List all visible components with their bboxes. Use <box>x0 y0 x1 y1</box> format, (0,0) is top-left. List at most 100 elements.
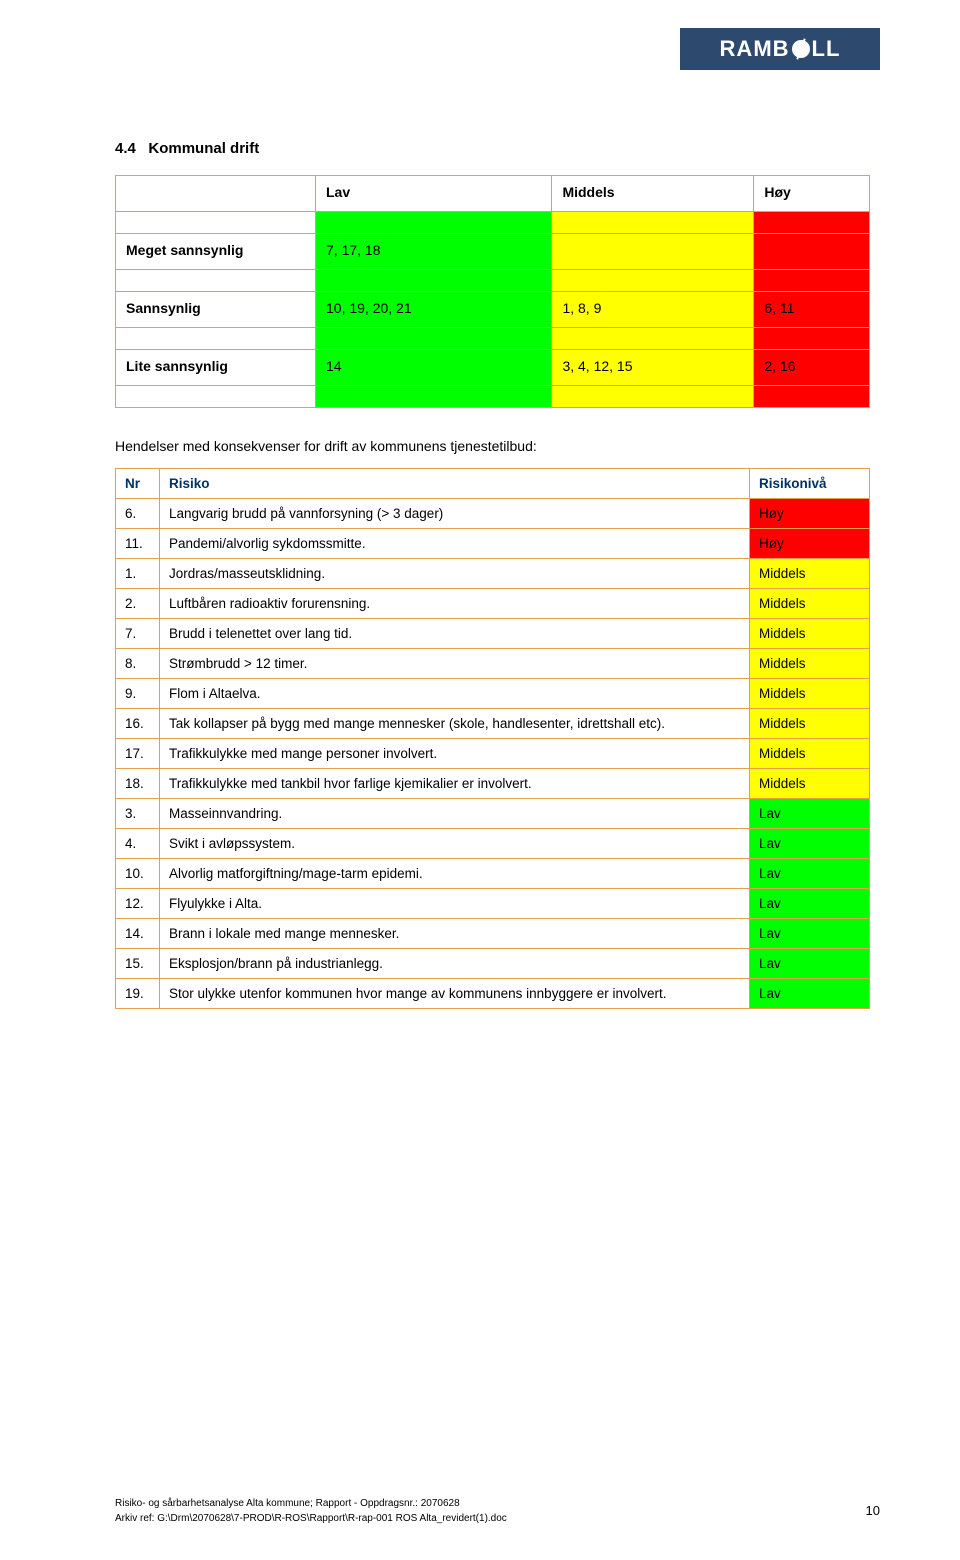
matrix-cell: 1, 8, 9 <box>552 292 754 328</box>
matrix-cell: 14 <box>316 350 552 386</box>
matrix-cell: 3, 4, 12, 15 <box>552 350 754 386</box>
intro-text: Hendelser med konsekvenser for drift av … <box>115 438 870 454</box>
risk-row: 12.Flyulykke i Alta.Lav <box>116 889 870 919</box>
matrix-cell: 10, 19, 20, 21 <box>316 292 552 328</box>
matrix-cell <box>552 234 754 270</box>
risk-desc: Strømbrudd > 12 timer. <box>160 649 750 679</box>
risk-level: Lav <box>750 979 870 1009</box>
risk-desc: Alvorlig matforgiftning/mage-tarm epidem… <box>160 859 750 889</box>
logo-text-post: LL <box>812 36 841 62</box>
risk-level: Middels <box>750 649 870 679</box>
matrix-color-lav <box>316 212 552 234</box>
matrix-spacer-row <box>116 386 870 408</box>
risk-row: 6.Langvarig brudd på vannforsyning (> 3 … <box>116 499 870 529</box>
footer-line-1: Risiko- og sårbarhetsanalyse Alta kommun… <box>115 1498 880 1509</box>
risk-desc: Brann i lokale med mange mennesker. <box>160 919 750 949</box>
risk-level: Lav <box>750 799 870 829</box>
matrix-row-label: Meget sannsynlig <box>116 234 316 270</box>
page-footer: Risiko- og sårbarhetsanalyse Alta kommun… <box>115 1498 880 1524</box>
risk-nr: 18. <box>116 769 160 799</box>
risk-level: Middels <box>750 619 870 649</box>
risk-row: 3.Masseinnvandring.Lav <box>116 799 870 829</box>
matrix-row-label: Sannsynlig <box>116 292 316 328</box>
page-number: 10 <box>866 1503 880 1518</box>
risk-desc: Stor ulykke utenfor kommunen hvor mange … <box>160 979 750 1009</box>
col-level: Risikonivå <box>750 469 870 499</box>
footer-line-2: Arkiv ref: G:\Drm\2070628\7-PROD\R-ROS\R… <box>115 1513 880 1524</box>
risk-level: Lav <box>750 919 870 949</box>
risk-nr: 8. <box>116 649 160 679</box>
risk-row: 19.Stor ulykke utenfor kommunen hvor man… <box>116 979 870 1009</box>
logo-accent-icon <box>792 40 810 58</box>
risk-desc: Masseinnvandring. <box>160 799 750 829</box>
risk-row: 14.Brann i lokale med mange mennesker.La… <box>116 919 870 949</box>
risk-level: Lav <box>750 949 870 979</box>
risk-desc: Trafikkulykke med tankbil hvor farlige k… <box>160 769 750 799</box>
risk-level: Middels <box>750 559 870 589</box>
matrix-cell: 2, 16 <box>754 350 870 386</box>
risk-desc: Eksplosjon/brann på industrianlegg. <box>160 949 750 979</box>
risk-nr: 11. <box>116 529 160 559</box>
risk-level: Høy <box>750 499 870 529</box>
risk-row: 9.Flom i Altaelva.Middels <box>116 679 870 709</box>
risk-level: Lav <box>750 889 870 919</box>
risk-desc: Pandemi/alvorlig sykdomssmitte. <box>160 529 750 559</box>
col-risk: Risiko <box>160 469 750 499</box>
brand-logo: RAMB LL <box>680 28 880 70</box>
risk-row: 11.Pandemi/alvorlig sykdomssmitte.Høy <box>116 529 870 559</box>
risk-row: 4.Svikt i avløpssystem.Lav <box>116 829 870 859</box>
matrix-spacer-row <box>116 328 870 350</box>
matrix-row: Lite sannsynlig143, 4, 12, 152, 16 <box>116 350 870 386</box>
risk-nr: 2. <box>116 589 160 619</box>
matrix-cell: 6, 11 <box>754 292 870 328</box>
matrix-corner-cell <box>116 176 316 212</box>
risk-nr: 19. <box>116 979 160 1009</box>
section-title: Kommunal drift <box>148 140 259 157</box>
risk-row: 8.Strømbrudd > 12 timer.Middels <box>116 649 870 679</box>
matrix-row: Sannsynlig10, 19, 20, 211, 8, 96, 11 <box>116 292 870 328</box>
matrix-header-row: Lav Middels Høy <box>116 176 870 212</box>
risk-level: Lav <box>750 829 870 859</box>
section-heading: 4.4 Kommunal drift <box>115 140 870 157</box>
section-number: 4.4 <box>115 140 136 157</box>
matrix-col-middels: Middels <box>552 176 754 212</box>
matrix-cell <box>754 234 870 270</box>
risk-nr: 12. <box>116 889 160 919</box>
risk-row: 17.Trafikkulykke med mange personer invo… <box>116 739 870 769</box>
risk-list-table: Nr Risiko Risikonivå 6.Langvarig brudd p… <box>115 468 870 1009</box>
risk-desc: Flom i Altaelva. <box>160 679 750 709</box>
risk-table-header: Nr Risiko Risikonivå <box>116 469 870 499</box>
risk-level: Høy <box>750 529 870 559</box>
matrix-row-label: Lite sannsynlig <box>116 350 316 386</box>
matrix-color-hoy <box>754 212 870 234</box>
risk-row: 1.Jordras/masseutsklidning.Middels <box>116 559 870 589</box>
matrix-spacer-row <box>116 270 870 292</box>
risk-desc: Svikt i avløpssystem. <box>160 829 750 859</box>
risk-nr: 15. <box>116 949 160 979</box>
matrix-col-lav: Lav <box>316 176 552 212</box>
risk-nr: 7. <box>116 619 160 649</box>
risk-nr: 17. <box>116 739 160 769</box>
risk-nr: 3. <box>116 799 160 829</box>
risk-level: Middels <box>750 739 870 769</box>
risk-level: Middels <box>750 679 870 709</box>
risk-level: Middels <box>750 769 870 799</box>
risk-nr: 10. <box>116 859 160 889</box>
risk-level: Lav <box>750 859 870 889</box>
matrix-color-middels <box>552 212 754 234</box>
risk-desc: Flyulykke i Alta. <box>160 889 750 919</box>
risk-level: Middels <box>750 589 870 619</box>
risk-nr: 6. <box>116 499 160 529</box>
risk-nr: 16. <box>116 709 160 739</box>
matrix-row: Meget sannsynlig7, 17, 18 <box>116 234 870 270</box>
risk-desc: Langvarig brudd på vannforsyning (> 3 da… <box>160 499 750 529</box>
risk-level: Middels <box>750 709 870 739</box>
risk-row: 2.Luftbåren radioaktiv forurensning.Midd… <box>116 589 870 619</box>
risk-desc: Jordras/masseutsklidning. <box>160 559 750 589</box>
col-nr: Nr <box>116 469 160 499</box>
matrix-col-hoy: Høy <box>754 176 870 212</box>
logo-text-pre: RAMB <box>720 36 790 62</box>
matrix-cell: 7, 17, 18 <box>316 234 552 270</box>
risk-row: 16.Tak kollapser på bygg med mange menne… <box>116 709 870 739</box>
risk-nr: 9. <box>116 679 160 709</box>
